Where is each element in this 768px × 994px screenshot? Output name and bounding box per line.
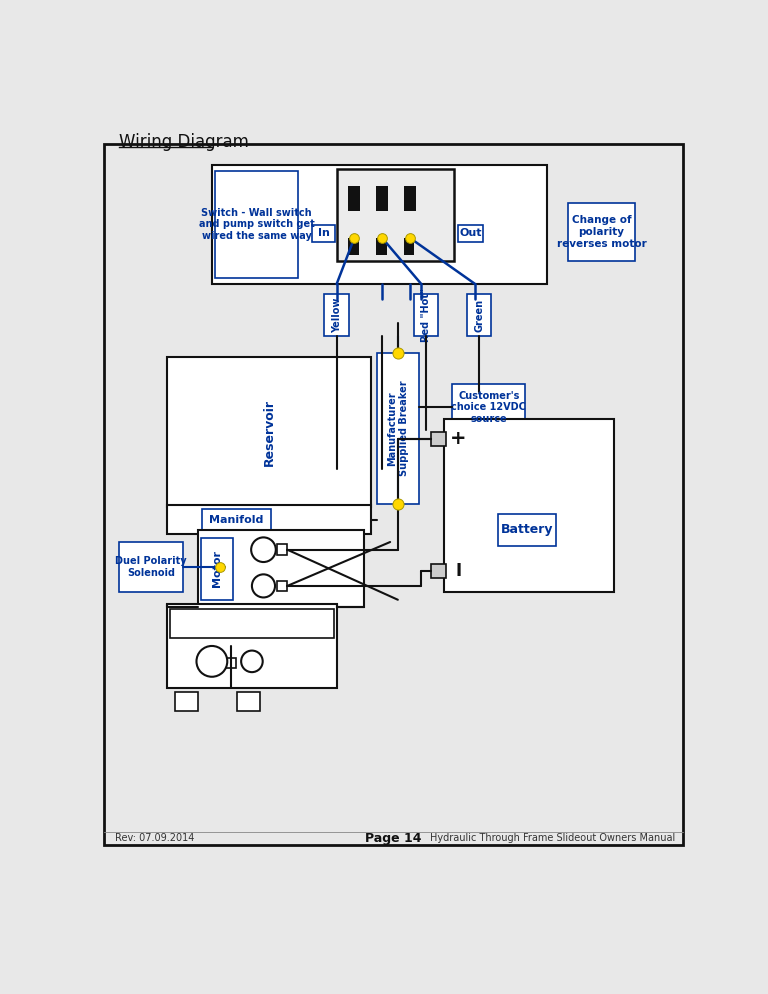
Text: +: +	[450, 429, 466, 448]
Bar	[175, 692, 198, 712]
Text: Hydraulic Through Frame Slideout Owners Manual: Hydraulic Through Frame Slideout Owners …	[430, 833, 675, 844]
Bar	[276, 545, 287, 555]
Bar	[445, 418, 614, 592]
Text: Change of
polarity
reverses motor: Change of polarity reverses motor	[557, 216, 647, 248]
Bar	[201, 538, 233, 599]
Text: Red "Hot": Red "Hot"	[421, 288, 431, 342]
Circle shape	[251, 538, 276, 562]
Bar	[167, 505, 371, 535]
Bar	[498, 514, 556, 546]
Circle shape	[252, 575, 275, 597]
Bar	[276, 580, 287, 591]
Bar	[404, 186, 416, 211]
Bar	[215, 171, 298, 278]
Bar	[467, 294, 492, 336]
Text: Wiring Diagram: Wiring Diagram	[120, 132, 250, 151]
Bar	[431, 565, 446, 579]
Text: Duel Polarity
Solenoid: Duel Polarity Solenoid	[115, 557, 187, 578]
Text: Rev: 07.09.2014: Rev: 07.09.2014	[115, 833, 194, 844]
Text: Manufacturer
Supplied Breaker: Manufacturer Supplied Breaker	[387, 381, 409, 476]
Bar	[120, 542, 183, 592]
Text: Reservoir: Reservoir	[263, 399, 276, 466]
Text: Motor: Motor	[212, 551, 222, 587]
Bar	[414, 294, 439, 336]
Text: Page 14: Page 14	[366, 832, 422, 845]
Text: Customer's
choice 12VDC
source: Customer's choice 12VDC source	[452, 391, 526, 423]
Bar	[376, 186, 388, 211]
Bar	[568, 203, 635, 261]
Bar	[223, 658, 236, 668]
Text: Manifold: Manifold	[210, 515, 263, 525]
Bar	[458, 225, 483, 242]
Bar	[312, 225, 335, 242]
Bar	[376, 353, 419, 504]
Bar	[336, 169, 454, 261]
Text: Switch - Wall switch
and pump switch get
wired the same way: Switch - Wall switch and pump switch get…	[199, 208, 314, 241]
Circle shape	[241, 651, 263, 672]
Bar	[452, 384, 525, 430]
Bar	[376, 238, 386, 254]
Text: Battery: Battery	[501, 523, 554, 536]
Text: Green: Green	[474, 298, 484, 332]
Bar	[404, 238, 415, 254]
Bar	[348, 238, 359, 254]
Bar	[324, 294, 349, 336]
Text: Out: Out	[459, 229, 482, 239]
Bar	[198, 531, 363, 607]
Bar	[212, 165, 547, 284]
Bar	[170, 609, 333, 638]
Bar	[167, 603, 336, 688]
Bar	[348, 186, 360, 211]
Text: I: I	[455, 563, 462, 580]
Text: Yellow: Yellow	[332, 297, 342, 333]
Circle shape	[197, 646, 227, 677]
Bar	[237, 692, 260, 712]
Bar	[167, 357, 371, 507]
Bar	[431, 432, 446, 445]
Text: In: In	[318, 229, 329, 239]
Bar	[202, 509, 271, 531]
